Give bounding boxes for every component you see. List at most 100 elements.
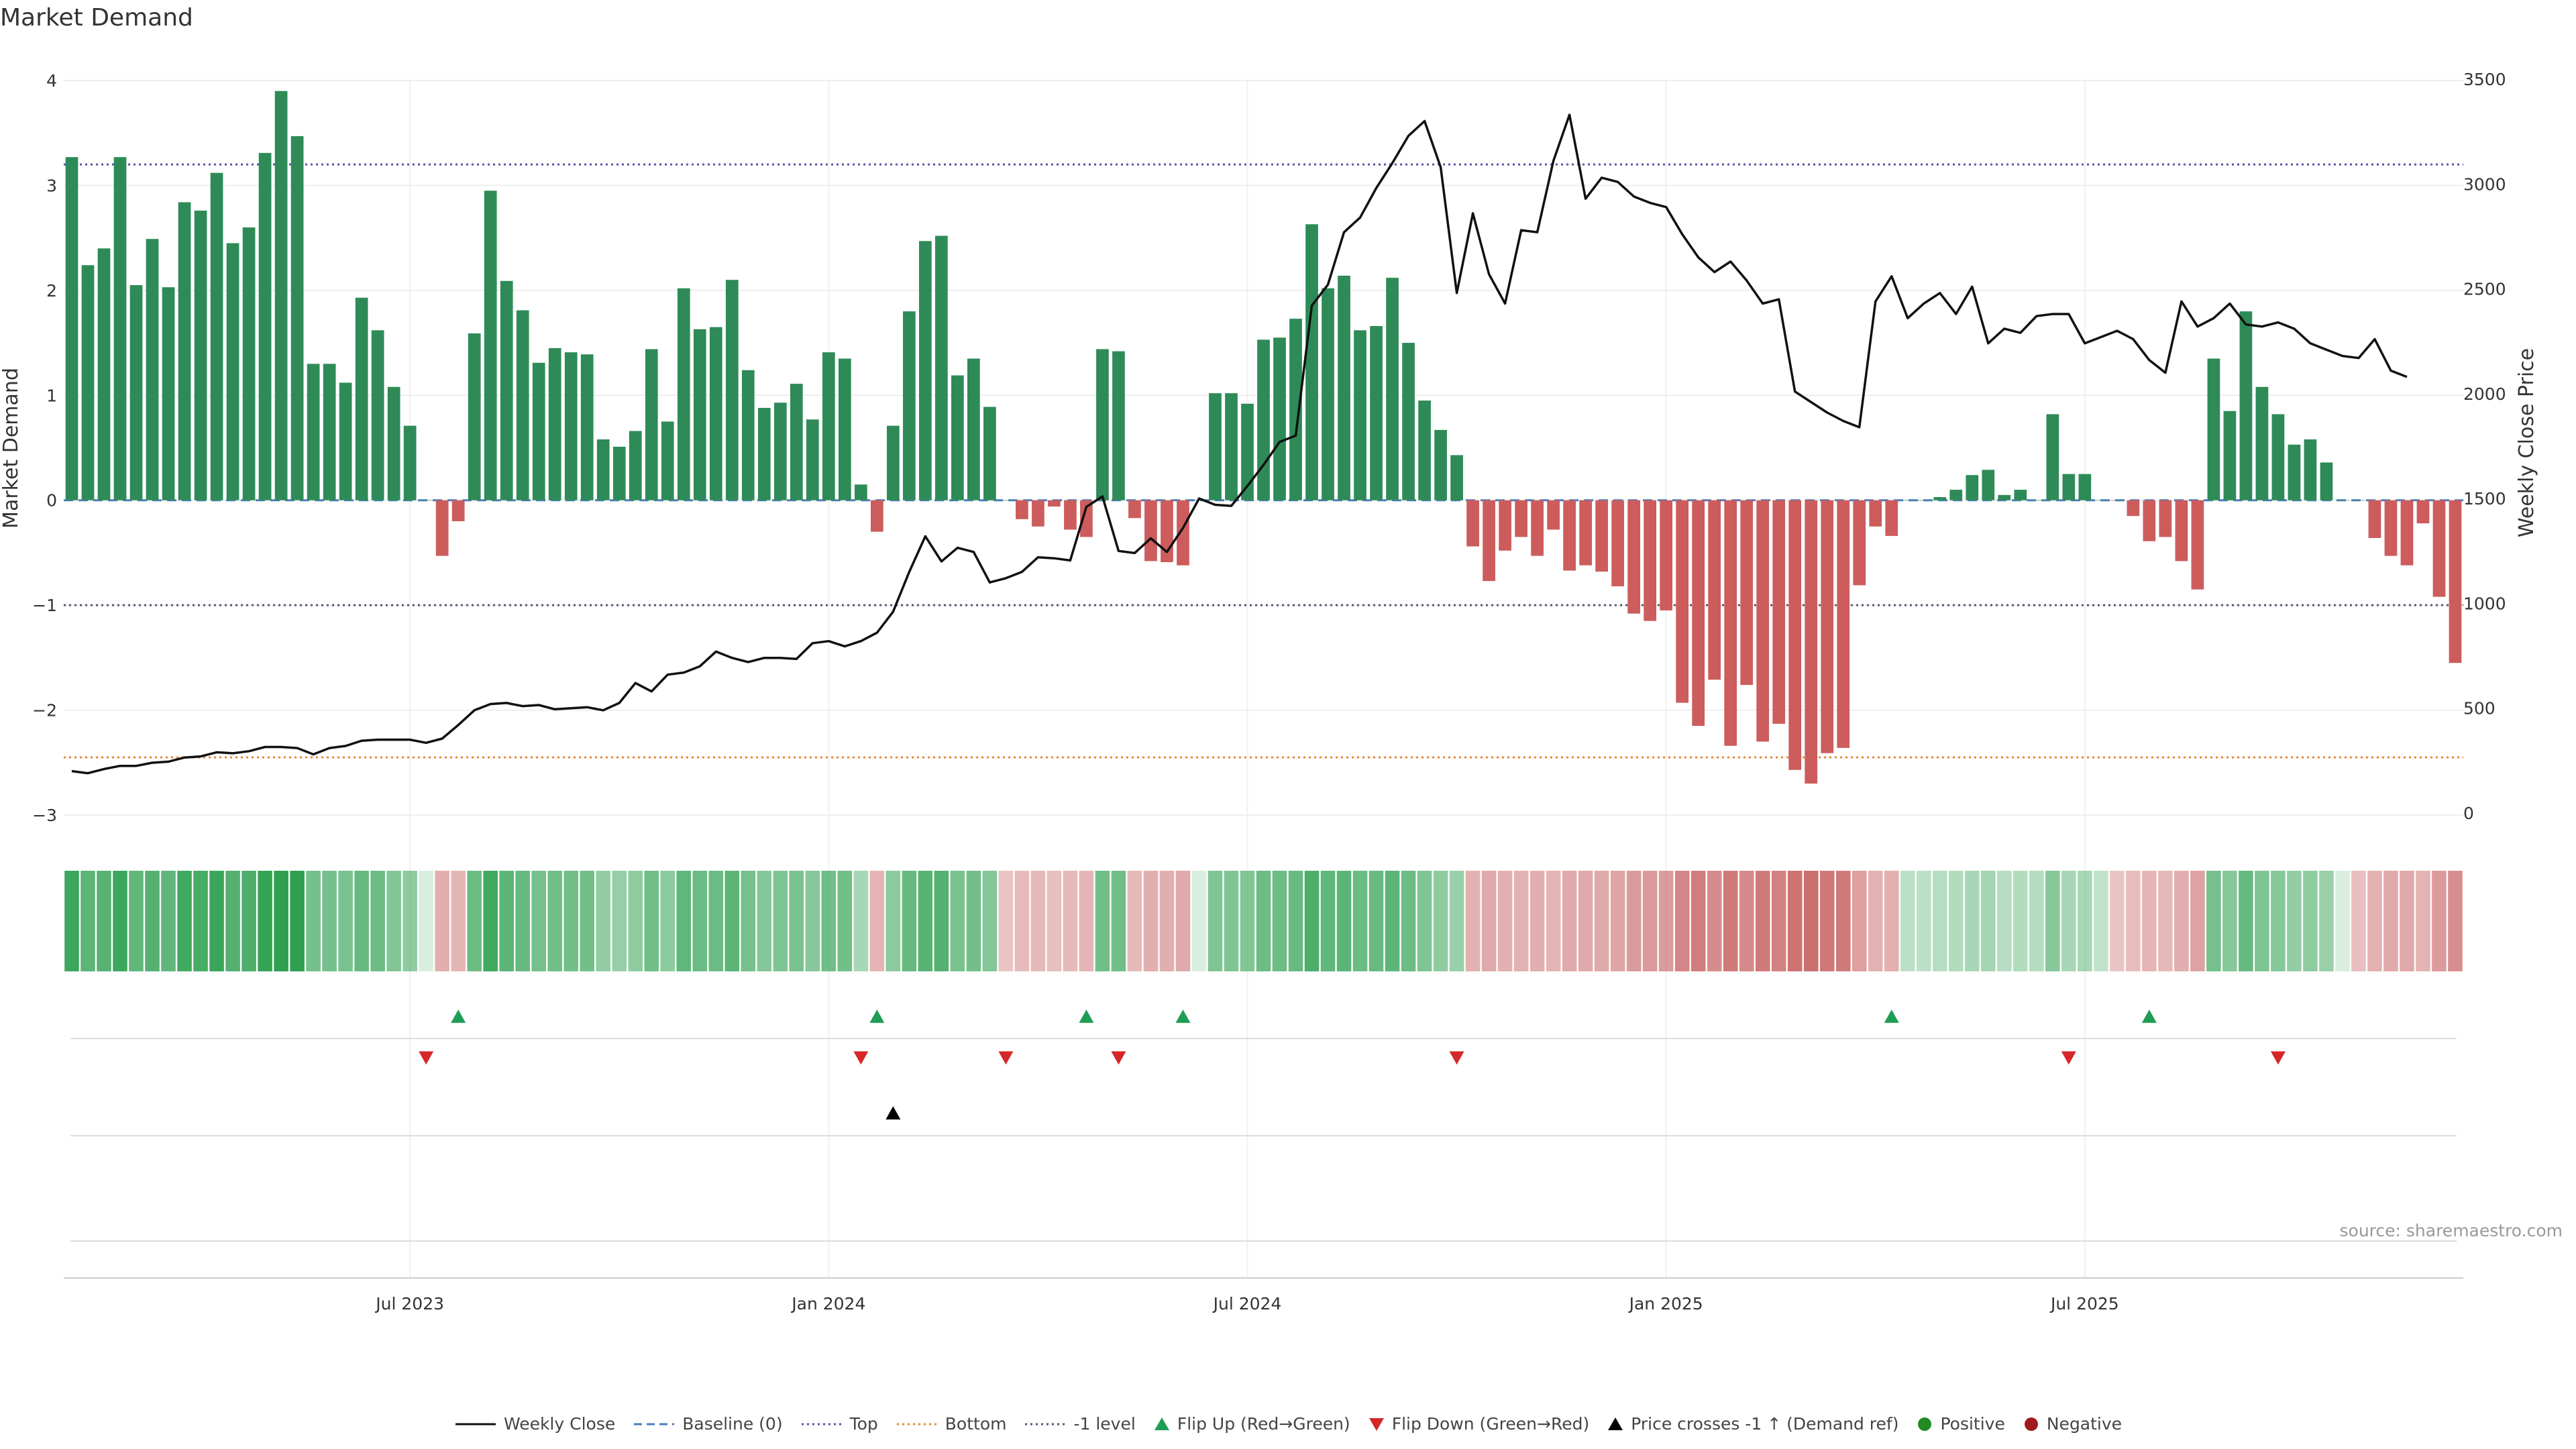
demand-bar	[1112, 351, 1125, 500]
strength-cell	[483, 871, 498, 971]
demand-bar	[339, 382, 352, 500]
strength-cell	[1787, 871, 1803, 971]
demand-bar	[1128, 500, 1141, 519]
demand-bar	[1096, 349, 1109, 500]
legend-swatch	[455, 1423, 496, 1425]
strength-cell	[64, 871, 79, 971]
demand-bar	[1241, 403, 1254, 500]
strength-cell	[402, 871, 417, 971]
demand-bar	[2352, 500, 2365, 501]
strength-cell	[2416, 871, 2430, 971]
demand-bar	[355, 297, 368, 500]
strength-cell	[2239, 871, 2253, 971]
strength-cell	[1079, 871, 1094, 971]
flip-down-marker	[419, 1051, 434, 1065]
legend-swatch	[1025, 1423, 1066, 1425]
strength-cell	[1111, 871, 1126, 971]
flip-up-marker	[451, 1010, 466, 1023]
demand-bar	[1627, 500, 1641, 614]
strength-cell	[902, 871, 917, 971]
strength-cell	[354, 871, 369, 971]
flip-up-marker	[1884, 1010, 1899, 1023]
strength-cell	[2287, 871, 2302, 971]
demand-bar	[1305, 224, 1318, 500]
strength-cell	[1546, 871, 1561, 971]
demand-bar	[162, 287, 175, 500]
strength-cell	[837, 871, 853, 971]
demand-bar	[1177, 500, 1189, 566]
demand-bar	[2239, 311, 2253, 500]
demand-bar	[146, 239, 159, 500]
strength-cell	[1046, 871, 1062, 971]
strength-cell	[1594, 871, 1609, 971]
strength-cell	[1932, 871, 1947, 971]
demand-bar	[2223, 411, 2237, 500]
y2-tick-label: 3500	[2463, 70, 2506, 89]
demand-bar	[484, 191, 497, 500]
demand-bar	[806, 419, 819, 500]
strength-cell	[1063, 871, 1078, 971]
strength-cell	[580, 871, 595, 971]
strength-cell	[1868, 871, 1883, 971]
strength-cell	[1610, 871, 1625, 971]
flip-down-marker	[853, 1051, 869, 1065]
flip-up-marker	[2141, 1010, 2157, 1023]
demand-bar	[2191, 500, 2204, 590]
strength-cell	[1819, 871, 1835, 971]
strength-cell	[1851, 871, 1867, 971]
demand-bar	[1901, 500, 1915, 501]
demand-bar	[2207, 358, 2220, 500]
strength-cell	[1803, 871, 1819, 971]
demand-bar	[661, 421, 674, 500]
legend-item: Baseline (0)	[633, 1414, 783, 1434]
demand-bar	[500, 280, 513, 500]
strength-cell	[1964, 871, 1980, 971]
y2-tick-label: 1500	[2463, 489, 2506, 508]
chart-title: Market Demand	[0, 4, 193, 32]
demand-bar	[2046, 414, 2059, 500]
demand-bar	[2320, 462, 2333, 500]
strength-cell	[1562, 871, 1577, 971]
demand-bar	[2078, 474, 2092, 500]
strength-cell	[1304, 871, 1320, 971]
demand-bar	[2094, 500, 2108, 501]
demand-bar	[2449, 500, 2462, 663]
flip-down-marker	[998, 1051, 1014, 1065]
legend-item: Positive	[1916, 1414, 2005, 1434]
flip-up-marker	[869, 1010, 885, 1023]
demand-bar	[1837, 500, 1850, 748]
demand-bar	[1724, 500, 1737, 746]
legend-swatch	[1918, 1417, 1932, 1431]
legend-item: -1 level	[1024, 1414, 1136, 1434]
strength-cell	[306, 871, 321, 971]
y-axis-title: Market Demand	[0, 368, 23, 529]
chart-canvas: −3 −2 −1 0 1 2 3 4 0 500 1000 1500 2000 2500 3000 3500 M…	[0, 70, 2538, 1313]
strength-cell	[1980, 871, 1996, 971]
strength-cell	[193, 871, 208, 971]
demand-bar	[371, 330, 384, 500]
weekly-close-line	[71, 113, 2408, 775]
x-tick-label: Jul 2024	[1212, 1294, 1282, 1313]
demand-bar	[1434, 429, 1447, 500]
demand-bar	[773, 402, 787, 500]
strength-cell	[1658, 871, 1674, 971]
flip-up-marker	[1175, 1010, 1191, 1023]
strength-cell	[1368, 871, 1384, 971]
legend-item: Bottom	[896, 1414, 1006, 1434]
demand-bar	[1949, 490, 1963, 500]
legend-label: Price crosses -1 ↑ (Demand ref)	[1631, 1414, 1899, 1434]
flip-down-marker	[2061, 1051, 2076, 1065]
y-tick-label: 2	[46, 281, 57, 301]
strength-cell	[2222, 871, 2237, 971]
strength-cell	[1240, 871, 1255, 971]
strength-cell	[1513, 871, 1529, 971]
demand-bar	[2014, 490, 2027, 500]
strength-cell	[741, 871, 756, 971]
demand-bar	[1499, 500, 1511, 551]
demand-bar	[1644, 500, 1657, 621]
demand-bar	[1933, 497, 1947, 500]
x-tick-label: Jan 2024	[790, 1294, 865, 1313]
legend-swatch	[1368, 1417, 1384, 1431]
strength-cell	[1159, 871, 1175, 971]
demand-bar	[1450, 455, 1463, 500]
